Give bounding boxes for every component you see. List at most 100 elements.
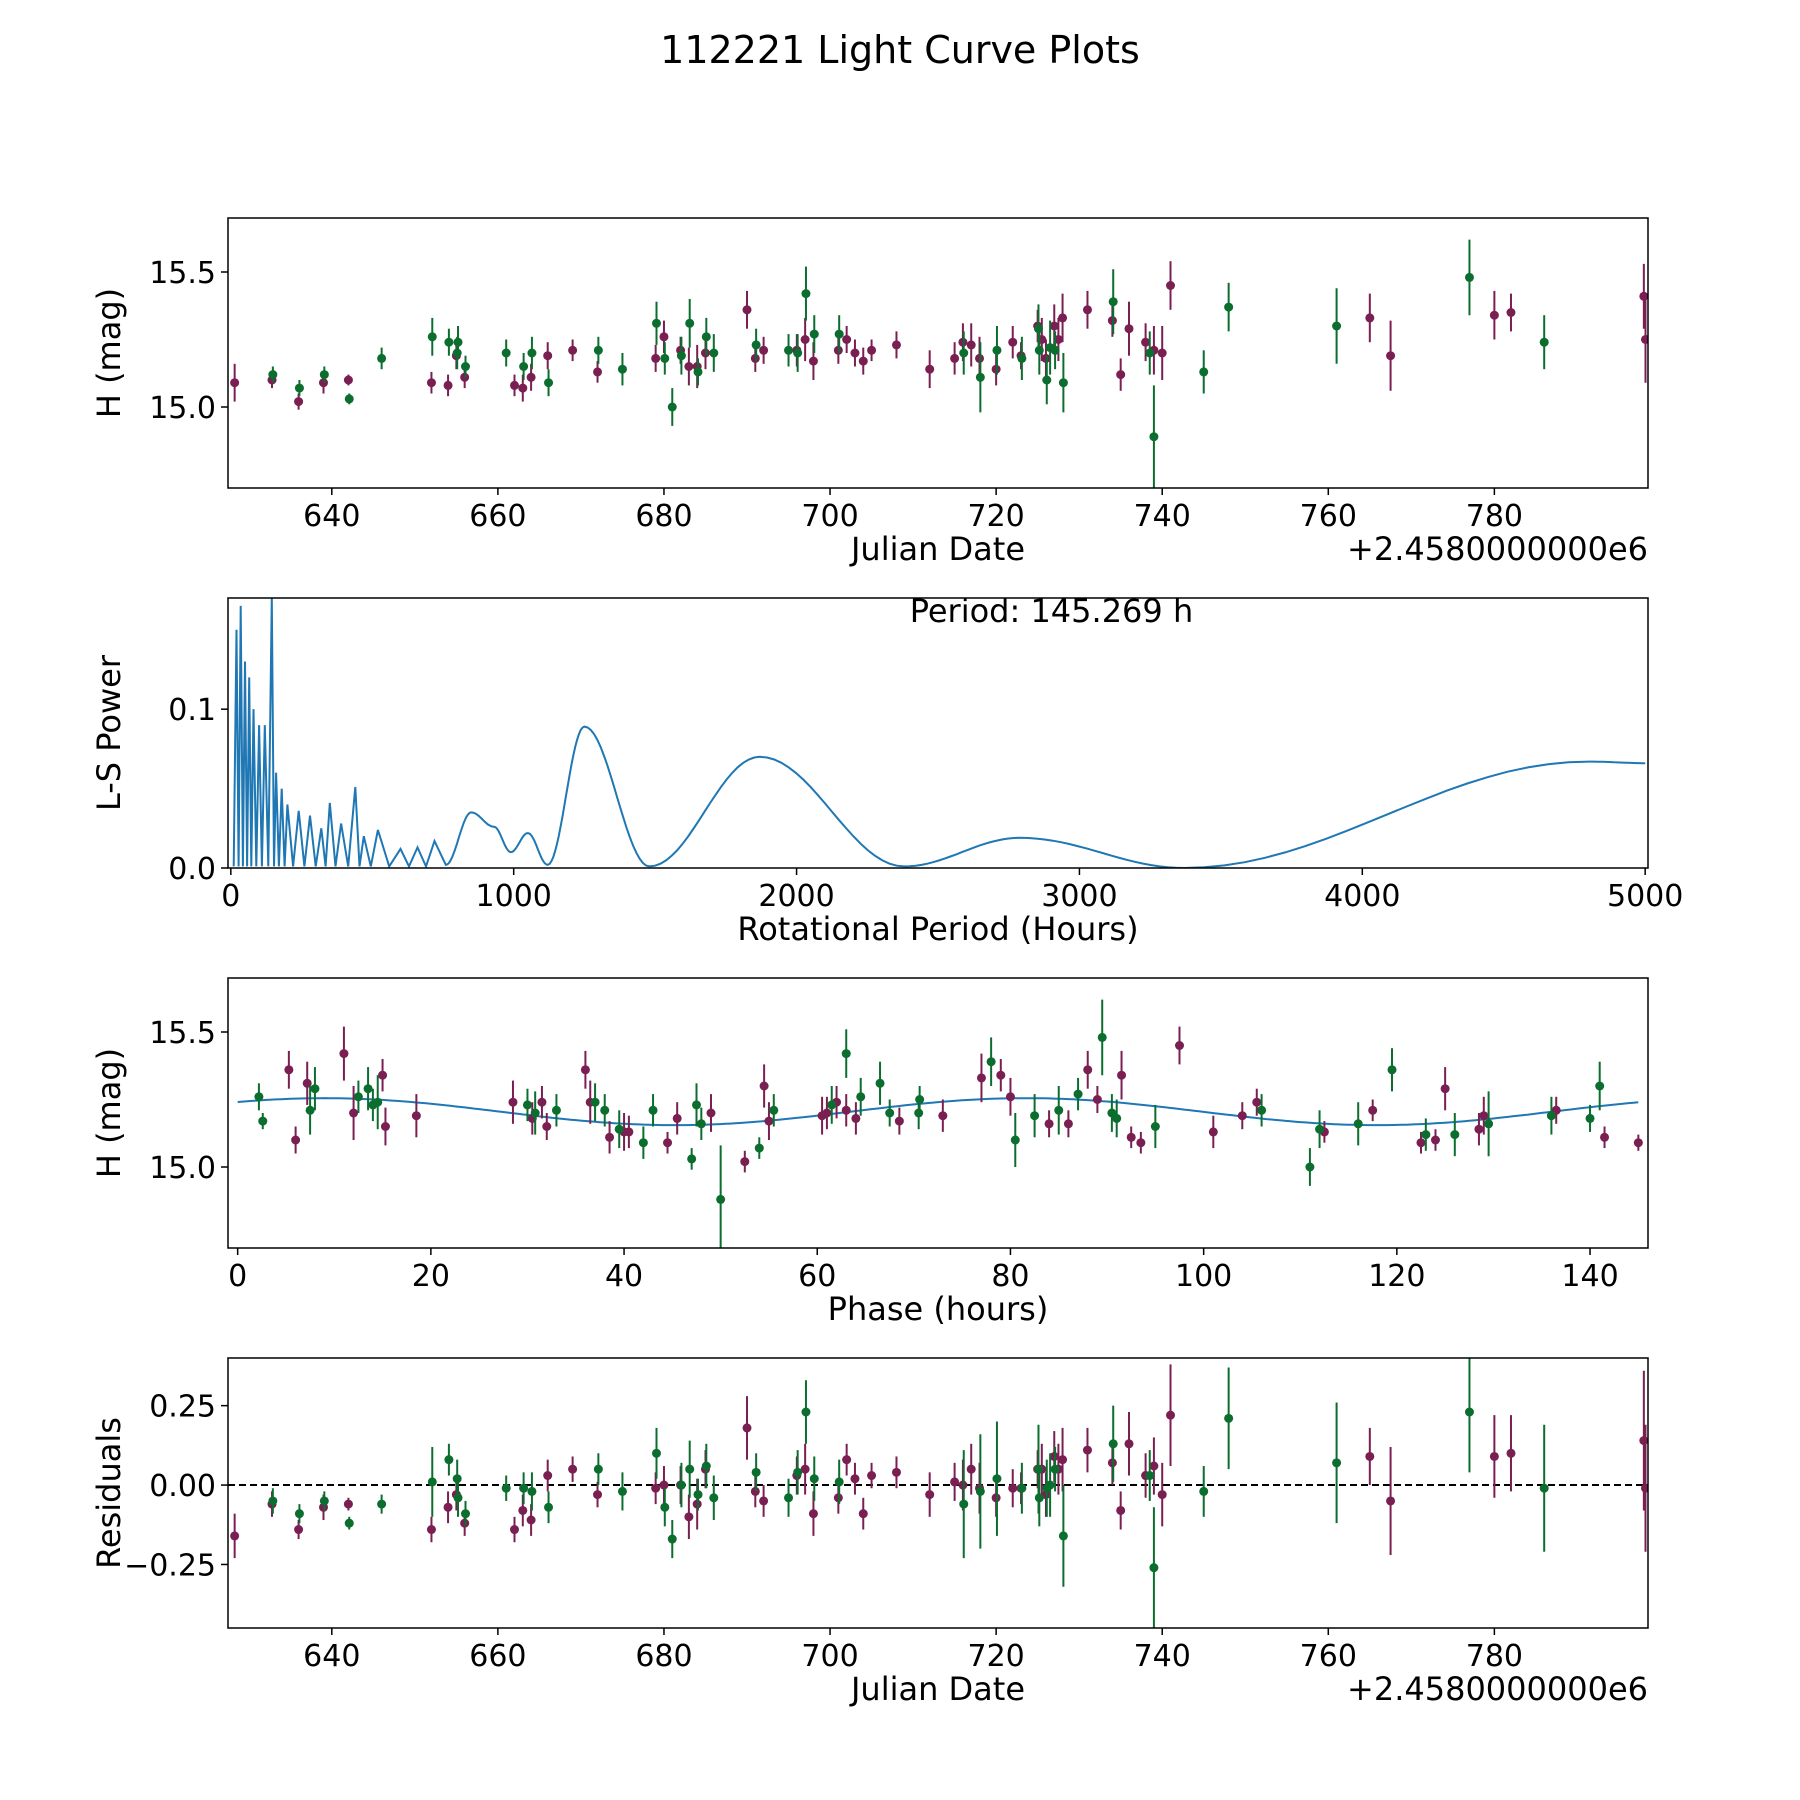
data-point (614, 1124, 624, 1134)
data-point (501, 1483, 511, 1493)
data-point (509, 380, 519, 390)
data-point (1208, 1127, 1218, 1137)
data-point (959, 348, 969, 358)
data-point (925, 1490, 935, 1500)
x-tick-label: 780 (1466, 1639, 1523, 1674)
series-green (268, 1358, 1549, 1628)
data-point (858, 356, 868, 366)
y-tick-label: 0.25 (149, 1390, 216, 1425)
data-point (617, 364, 627, 374)
data-point (624, 1127, 634, 1137)
data-point (858, 1509, 868, 1519)
x-tick-label: 720 (967, 499, 1024, 534)
x-tick-label: 660 (469, 499, 526, 534)
data-point (349, 1108, 359, 1118)
data-point (1421, 1130, 1431, 1140)
data-point (1539, 1483, 1549, 1493)
data-point (663, 1138, 673, 1148)
data-point (590, 1097, 600, 1107)
data-point (544, 378, 554, 388)
data-point (605, 1132, 615, 1142)
data-point (751, 1467, 761, 1477)
data-point (676, 351, 686, 361)
y-tick-label: 15.5 (149, 256, 216, 291)
phase-folded-frame (227, 977, 1649, 1249)
data-point (1332, 1458, 1342, 1468)
data-point (1124, 324, 1134, 334)
data-point (377, 353, 387, 363)
data-point (509, 1525, 519, 1535)
data-point (834, 1477, 844, 1487)
data-point (543, 351, 553, 361)
data-point (1124, 1439, 1134, 1449)
data-point (687, 1154, 697, 1164)
residuals-frame (227, 1357, 1649, 1629)
x-tick-label: 660 (469, 1639, 526, 1674)
data-point (344, 1518, 354, 1528)
data-point (363, 1084, 373, 1094)
data-point (568, 345, 578, 355)
data-point (759, 1496, 769, 1506)
data-point (672, 1113, 682, 1123)
x-tick-label: 640 (303, 1639, 360, 1674)
x-tick-label: 3000 (1041, 879, 1117, 914)
light-curve-frame (227, 217, 1649, 489)
data-point (1224, 1413, 1234, 1423)
data-point (709, 348, 719, 358)
data-point (667, 402, 677, 412)
data-point (1386, 1496, 1396, 1506)
data-point (1157, 348, 1167, 358)
data-point (996, 1070, 1006, 1080)
data-point (867, 345, 877, 355)
data-point (230, 378, 240, 388)
data-point (1489, 1451, 1499, 1461)
periodogram-plot-area (232, 598, 1646, 868)
data-point (1044, 1119, 1054, 1129)
data-point (1045, 1480, 1055, 1490)
data-point (460, 1509, 470, 1519)
data-point (551, 1105, 561, 1115)
data-point (600, 1105, 610, 1115)
x-offset-label: +2.4580000000e6 (1347, 530, 1648, 568)
data-point (1199, 1486, 1209, 1496)
x-tick-label: 140 (1561, 1259, 1618, 1294)
data-point (1430, 1135, 1440, 1145)
data-point (373, 1097, 383, 1107)
data-point (444, 1455, 454, 1465)
data-point (885, 1108, 895, 1118)
data-point (443, 1502, 453, 1512)
x-tick-label: 720 (967, 1639, 1024, 1674)
data-point (344, 394, 354, 404)
x-axis-label: Phase (hours) (828, 1290, 1049, 1328)
data-point (659, 1480, 669, 1490)
data-point (975, 372, 985, 382)
y-axis-label: H (mag) (90, 288, 128, 418)
y-tick-label: 15.0 (149, 1151, 216, 1186)
data-point (1017, 353, 1027, 363)
data-point (841, 1105, 851, 1115)
data-point (856, 1092, 866, 1102)
data-point (1252, 1097, 1262, 1107)
data-point (975, 1486, 985, 1496)
data-point (950, 353, 960, 363)
data-point (291, 1135, 301, 1145)
data-point (310, 1084, 320, 1094)
data-point (800, 335, 810, 344)
data-point (1595, 1081, 1605, 1091)
data-point (660, 1502, 670, 1512)
data-point (801, 1407, 811, 1417)
data-point (519, 1483, 529, 1493)
data-point (593, 345, 603, 355)
figure-title: 112221 Light Curve Plots (660, 28, 1140, 72)
data-point (519, 362, 529, 371)
data-point (1017, 1483, 1027, 1493)
data-point (1097, 1032, 1107, 1042)
data-point (925, 364, 935, 374)
data-point (568, 1464, 578, 1474)
data-point (1058, 1531, 1068, 1541)
data-point (651, 353, 661, 363)
y-axis-label: Residuals (90, 1417, 128, 1569)
x-tick-label: 700 (801, 499, 858, 534)
data-point (1010, 1135, 1020, 1145)
data-point (617, 1486, 627, 1496)
